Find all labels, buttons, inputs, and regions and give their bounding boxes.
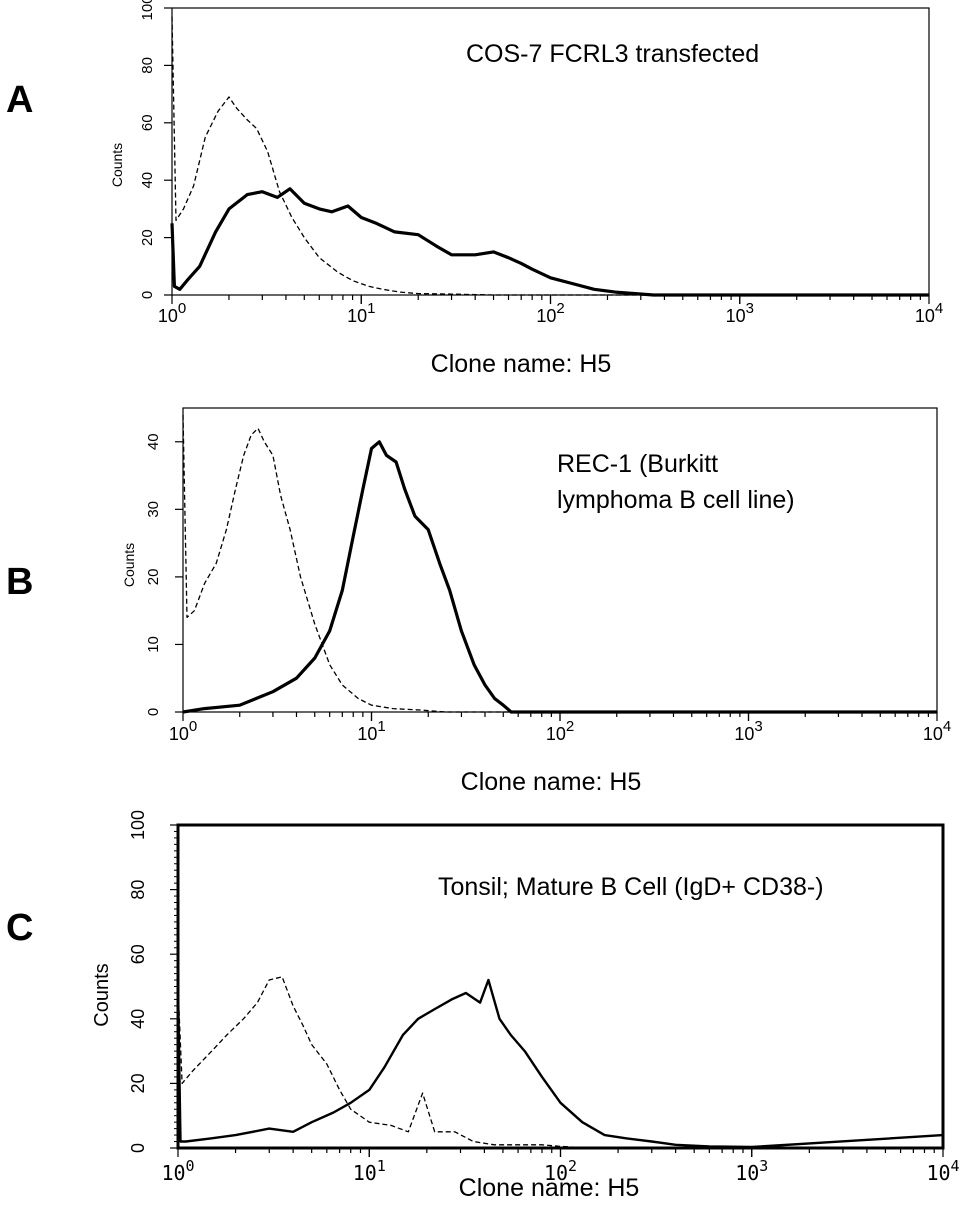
y-tick-label: 40	[128, 1009, 148, 1029]
x-tick-label: 100	[158, 300, 186, 326]
panel-a-letter: A	[6, 79, 33, 121]
y-tick-label: 30	[145, 501, 162, 518]
panel-a-x-tick-labels: 100 101 102 103 104	[158, 300, 943, 326]
y-tick-label: 20	[145, 569, 162, 586]
control-histogram-line	[171, 16, 929, 296]
panel-c-y-label: Counts	[91, 963, 113, 1026]
panel-c-series	[176, 976, 944, 1149]
panel-b-y-tick-labels: 0 10 20 30 40	[145, 433, 162, 716]
panel-c-x-tick-labels: 100 101 102 103 104	[161, 1157, 959, 1185]
y-tick-label: 0	[139, 291, 156, 299]
stained-histogram-line	[176, 978, 944, 1149]
panel-b-ticks	[175, 441, 938, 721]
x-tick-label: 100	[169, 718, 197, 744]
panel-b-x-label: Clone name: H5	[461, 768, 642, 796]
panel-b-series	[182, 414, 937, 714]
y-tick-label: 0	[145, 708, 162, 716]
x-tick-label: 104	[915, 300, 943, 326]
panel-a-plot-frame	[171, 7, 930, 296]
panel-a-annotation: COS-7 FCRL3 transfected	[466, 40, 759, 68]
x-tick-label: 102	[544, 1157, 577, 1185]
x-tick-label: 104	[926, 1157, 959, 1185]
control-histogram-line	[182, 414, 937, 713]
panel-b-plot-frame	[182, 407, 938, 713]
y-tick-label: 80	[128, 880, 148, 900]
panel-c: C Tonsil; Mature B Cell (IgD+ CD38-) Cou…	[6, 810, 960, 1202]
y-tick-label: 20	[128, 1073, 148, 1093]
panel-a-y-tick-labels: 0 20 40 60 80 100	[139, 0, 156, 299]
y-tick-label: 100	[139, 0, 156, 21]
panel-a-y-label: Counts	[109, 143, 125, 187]
x-tick-label: 103	[734, 718, 762, 744]
panel-a-x-label: Clone name: H5	[431, 350, 612, 378]
y-tick-label: 60	[128, 944, 148, 964]
stained-histogram-line	[182, 440, 937, 714]
y-tick-label: 10	[145, 636, 162, 653]
control-histogram-line	[177, 976, 943, 1149]
panel-b-y-label: Counts	[121, 543, 137, 587]
panel-b: B REC-1 (Burkitt lymphoma B cell line) C…	[6, 407, 951, 796]
y-tick-label: 80	[139, 57, 156, 74]
panel-a-series	[170, 16, 929, 297]
panel-c-letter: C	[6, 907, 33, 949]
y-tick-label: 0	[128, 1143, 148, 1153]
x-tick-label: 101	[357, 718, 385, 744]
panel-b-annotation-line-1: REC-1 (Burkitt	[557, 450, 718, 478]
stained-histogram-line	[170, 187, 929, 297]
x-tick-label: 101	[353, 1157, 386, 1185]
panel-a-ticks	[164, 7, 930, 304]
y-tick-label: 20	[139, 229, 156, 246]
panel-c-x-label: Clone name: H5	[459, 1174, 640, 1202]
y-tick-label: 40	[145, 433, 162, 450]
x-tick-label: 104	[923, 718, 951, 744]
x-tick-label: 100	[161, 1157, 194, 1185]
panel-b-x-tick-labels: 100 101 102 103 104	[169, 718, 951, 744]
y-tick-label: 40	[139, 172, 156, 189]
x-tick-label: 102	[536, 300, 564, 326]
panel-c-plot-frame	[176, 823, 945, 1150]
x-tick-label: 103	[726, 300, 754, 326]
panel-c-y-tick-labels: 0 20 40 60 80 100	[128, 810, 148, 1153]
x-tick-label: 103	[735, 1157, 768, 1185]
panel-b-letter: B	[6, 561, 33, 603]
y-tick-label: 100	[128, 810, 148, 840]
panel-a: A COS-7 FCRL3 transfected Counts Clone n…	[6, 0, 943, 378]
x-tick-label: 101	[347, 300, 375, 326]
y-tick-label: 60	[139, 114, 156, 131]
panel-b-annotation-line-2: lymphoma B cell line)	[557, 486, 795, 514]
panel-c-annotation: Tonsil; Mature B Cell (IgD+ CD38-)	[438, 873, 824, 901]
x-tick-label: 102	[546, 718, 574, 744]
